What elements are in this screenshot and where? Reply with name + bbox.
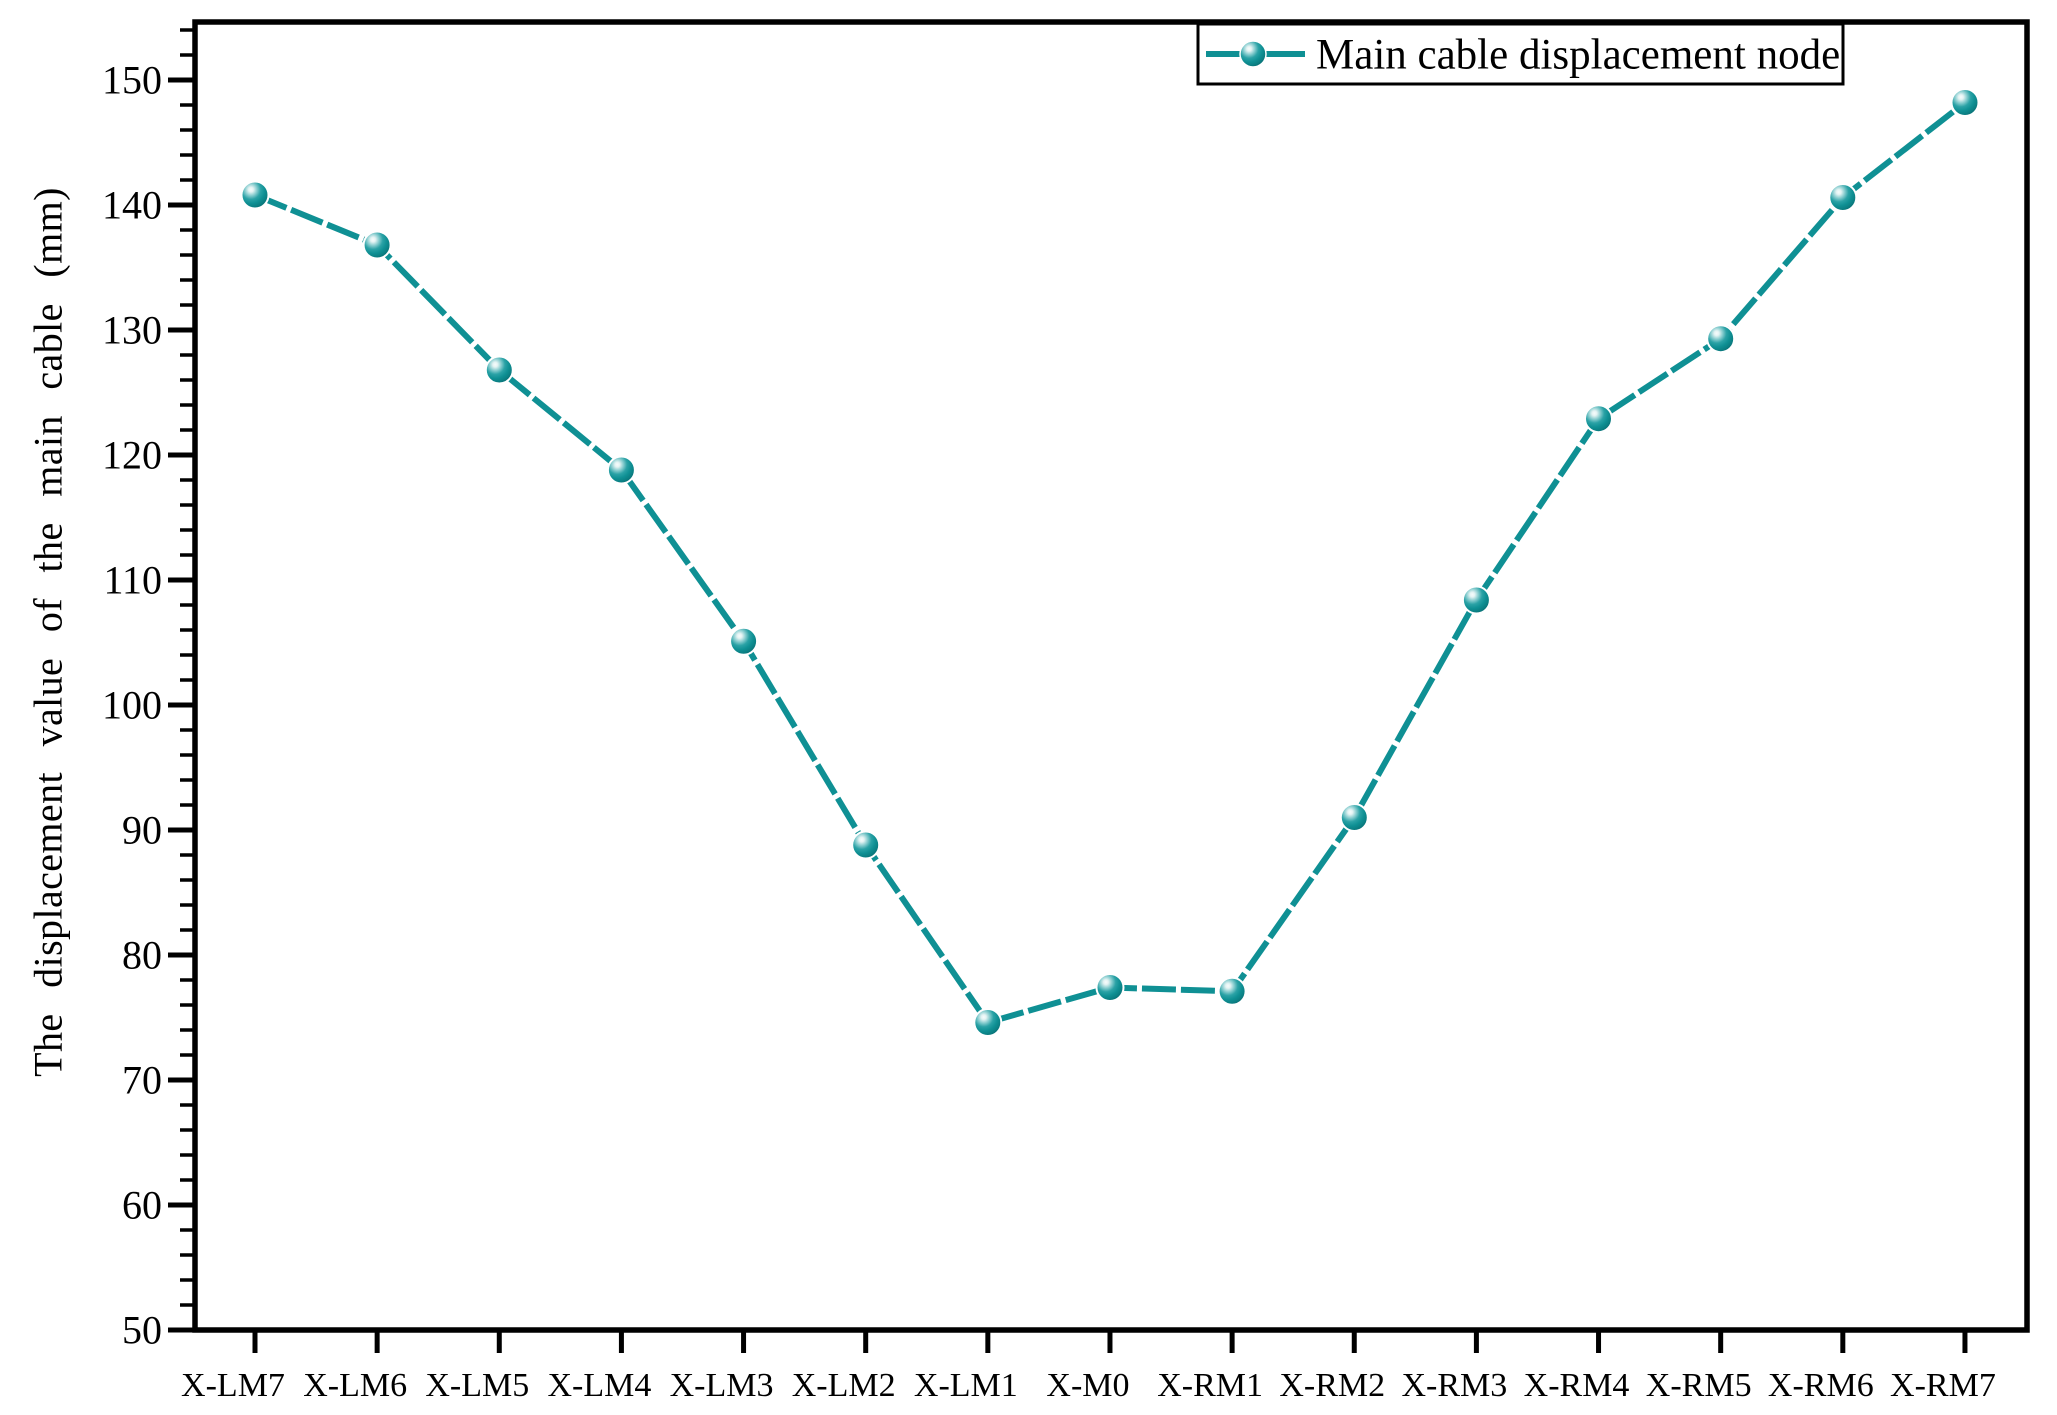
data-point: [973, 1008, 1003, 1037]
data-point: [606, 455, 636, 485]
y-tick-label: 120: [102, 433, 162, 478]
series-markers: [240, 88, 1980, 1037]
x-tick-label: X-RM2: [1279, 1367, 1385, 1404]
x-tick-label: X-RM6: [1768, 1367, 1874, 1404]
x-tick-label: X-M0: [1046, 1367, 1129, 1404]
y-tick-label: 90: [122, 808, 162, 853]
y-tick-label: 110: [103, 558, 162, 603]
series-line: [253, 100, 1967, 1026]
data-point: [1584, 404, 1613, 434]
x-axis: X-LM7 X-LM6 X-LM5 X-LM4 X-LM3 X-LM2 X-LM1 X-M0 X…: [181, 1330, 1996, 1404]
plot-border: [192, 19, 2030, 1333]
x-tick-label: X-RM1: [1157, 1367, 1263, 1404]
y-axis-title: The displacement value of the main cable…: [25, 187, 71, 1077]
x-tick-label: X-LM6: [303, 1367, 407, 1404]
legend-box: [1196, 22, 1845, 86]
data-point: [362, 230, 392, 260]
data-point: [1706, 324, 1736, 354]
legend-marker-icon: [1239, 40, 1267, 68]
data-point: [240, 180, 270, 210]
y-tick-label: 50: [122, 1308, 162, 1353]
y-tick-label: 140: [102, 183, 162, 228]
data-point: [484, 355, 514, 385]
x-tick-label: X-LM1: [914, 1367, 1018, 1404]
y-tick-label: 80: [122, 933, 162, 978]
data-point: [1095, 973, 1125, 1002]
x-tick-label: X-LM2: [792, 1367, 896, 1404]
x-tick-label: X-RM3: [1402, 1367, 1508, 1404]
legend: Main cable displacement node: [1196, 22, 1845, 86]
data-point: [851, 830, 881, 860]
x-tick-label: X-LM5: [425, 1367, 529, 1404]
legend-label: Main cable displacement node: [1316, 32, 1840, 79]
y-axis: 50 60 70 80 90 100 110 120 130 140 150: [102, 28, 195, 1353]
data-point: [1217, 976, 1247, 1006]
data-point: [1950, 88, 1980, 117]
y-tick-label: 70: [122, 1058, 162, 1103]
y-tick-label: 60: [122, 1183, 162, 1228]
x-tick-label: X-RM7: [1890, 1367, 1996, 1404]
data-point: [1461, 585, 1491, 615]
data-point: [1828, 183, 1858, 212]
y-tick-label: 150: [102, 58, 162, 103]
data-point: [729, 626, 759, 656]
x-tick-label: X-RM5: [1646, 1367, 1752, 1404]
x-tick-label: X-RM4: [1524, 1367, 1630, 1404]
y-tick-label: 100: [102, 683, 162, 728]
data-point: [1339, 803, 1369, 832]
x-tick-label: X-LM3: [670, 1367, 774, 1404]
x-tick-label: X-LM7: [181, 1367, 285, 1404]
y-tick-label: 130: [102, 308, 162, 353]
x-tick-label: X-LM4: [547, 1367, 651, 1404]
